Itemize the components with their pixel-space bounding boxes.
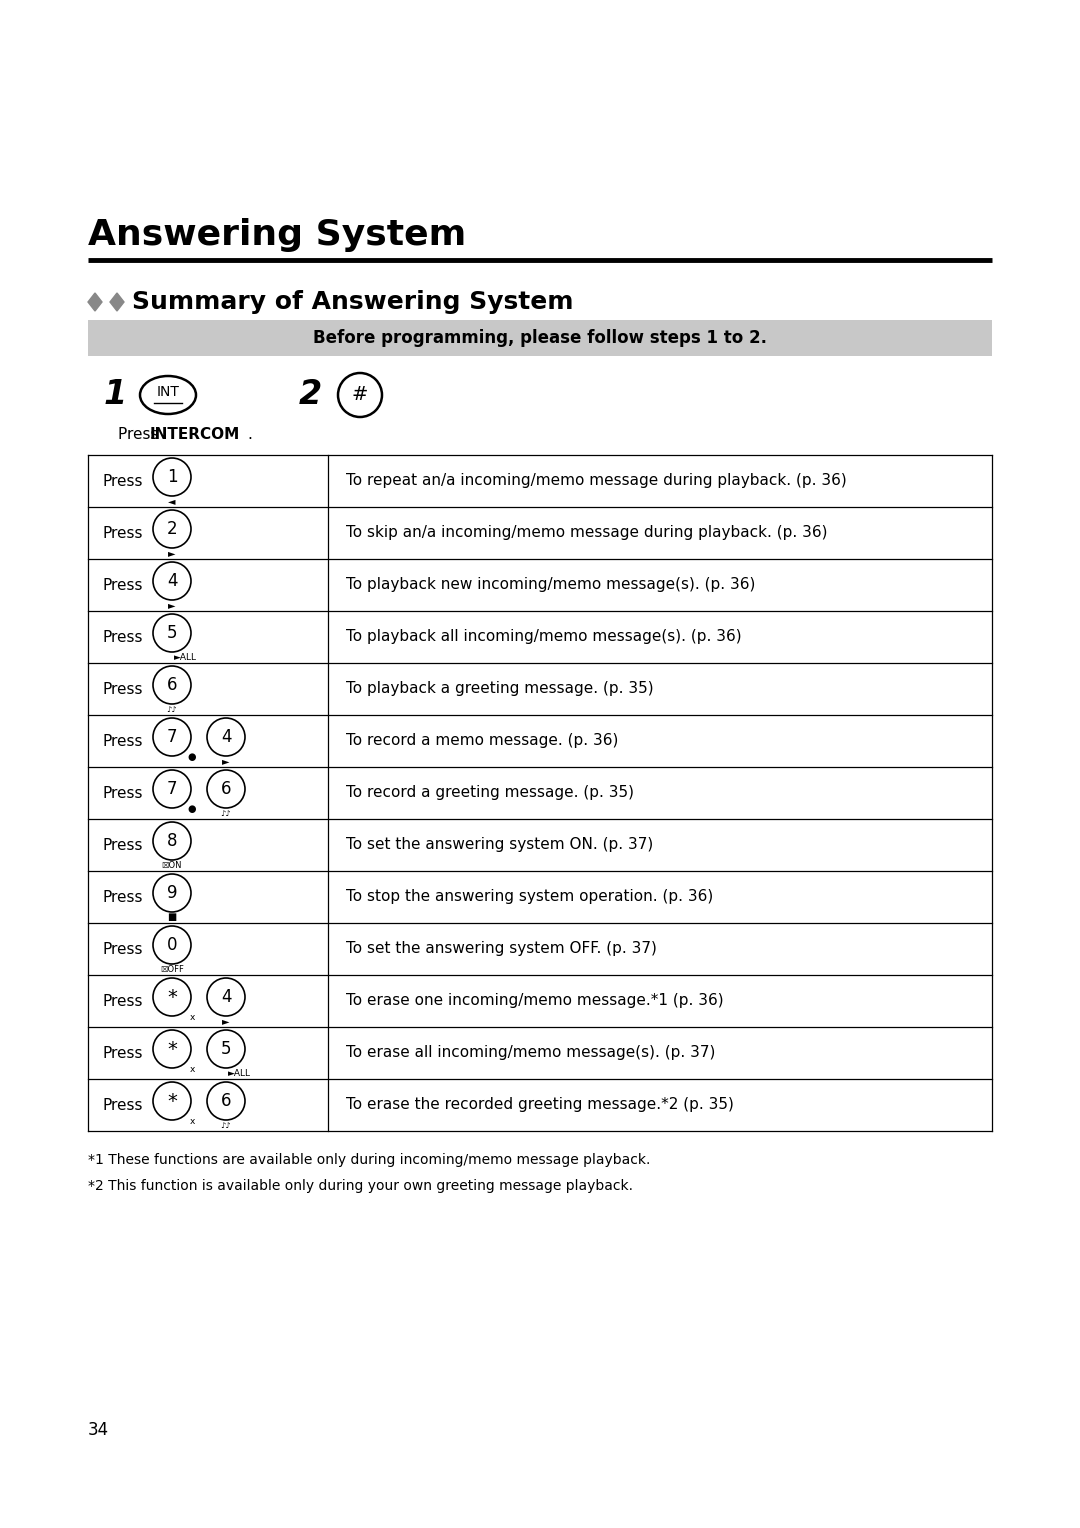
Text: Press: Press: [102, 526, 143, 541]
Text: #: #: [352, 385, 368, 405]
Text: x: x: [189, 1065, 194, 1074]
Text: To skip an/a incoming/memo message during playback. (p. 36): To skip an/a incoming/memo message durin…: [346, 526, 827, 541]
Text: ●: ●: [188, 752, 197, 762]
Text: To record a memo message. (p. 36): To record a memo message. (p. 36): [346, 733, 619, 749]
Text: *1 These functions are available only during incoming/memo message playback.: *1 These functions are available only du…: [87, 1154, 650, 1167]
Text: Answering System: Answering System: [87, 219, 467, 252]
Text: To erase all incoming/memo message(s). (p. 37): To erase all incoming/memo message(s). (…: [346, 1045, 715, 1060]
Text: 6: 6: [220, 779, 231, 798]
Text: 0: 0: [166, 937, 177, 953]
Text: 1: 1: [104, 379, 126, 411]
Text: 8: 8: [166, 833, 177, 850]
Text: INTERCOM: INTERCOM: [150, 426, 240, 442]
Text: To erase one incoming/memo message.*1 (p. 36): To erase one incoming/memo message.*1 (p…: [346, 993, 724, 1008]
Text: To erase the recorded greeting message.*2 (p. 35): To erase the recorded greeting message.*…: [346, 1097, 734, 1112]
Text: Press: Press: [102, 1045, 143, 1060]
Text: ◄: ◄: [168, 497, 176, 506]
Text: x: x: [189, 1117, 194, 1126]
Text: 2: 2: [298, 379, 322, 411]
Text: Press: Press: [102, 837, 143, 853]
Text: 9: 9: [166, 885, 177, 902]
Text: ►ALL: ►ALL: [174, 652, 197, 662]
Text: ☒ON: ☒ON: [162, 860, 183, 869]
Text: To repeat an/a incoming/memo message during playback. (p. 36): To repeat an/a incoming/memo message dur…: [346, 474, 847, 489]
Text: To playback new incoming/memo message(s). (p. 36): To playback new incoming/memo message(s)…: [346, 578, 755, 593]
Text: 7: 7: [166, 727, 177, 746]
Text: Before programming, please follow steps 1 to 2.: Before programming, please follow steps …: [313, 329, 767, 347]
Polygon shape: [110, 293, 124, 312]
Text: Press: Press: [102, 474, 143, 489]
Text: .: .: [247, 426, 252, 442]
Text: ■: ■: [167, 912, 177, 921]
Text: To playback all incoming/memo message(s). (p. 36): To playback all incoming/memo message(s)…: [346, 630, 742, 645]
Text: ►ALL: ►ALL: [228, 1068, 251, 1077]
Text: To set the answering system OFF. (p. 37): To set the answering system OFF. (p. 37): [346, 941, 657, 957]
Text: *: *: [167, 1039, 177, 1059]
Text: To record a greeting message. (p. 35): To record a greeting message. (p. 35): [346, 785, 634, 801]
Text: 4: 4: [220, 727, 231, 746]
Polygon shape: [87, 293, 102, 312]
FancyBboxPatch shape: [87, 319, 993, 356]
Text: Press: Press: [102, 941, 143, 957]
Text: x: x: [189, 1013, 194, 1022]
Text: Press: Press: [102, 578, 143, 593]
Text: INT: INT: [157, 385, 179, 399]
Text: 7: 7: [166, 779, 177, 798]
Text: Press: Press: [118, 426, 163, 442]
Text: Summary of Answering System: Summary of Answering System: [132, 290, 573, 313]
Text: 34: 34: [87, 1421, 109, 1439]
Text: 1: 1: [166, 468, 177, 486]
Text: ♪♪: ♪♪: [220, 808, 231, 817]
Text: *: *: [167, 1091, 177, 1111]
Text: *: *: [167, 987, 177, 1007]
Text: 5: 5: [220, 1041, 231, 1057]
Text: ►: ►: [168, 549, 176, 558]
Text: 2: 2: [166, 520, 177, 538]
Text: 6: 6: [166, 675, 177, 694]
Text: Press: Press: [102, 993, 143, 1008]
Text: 4: 4: [220, 989, 231, 1005]
Text: Press: Press: [102, 889, 143, 905]
Text: 4: 4: [166, 571, 177, 590]
Text: 5: 5: [166, 623, 177, 642]
Text: *2 This function is available only during your own greeting message playback.: *2 This function is available only durin…: [87, 1180, 633, 1193]
Text: ●: ●: [188, 804, 197, 814]
Text: Press: Press: [102, 1097, 143, 1112]
Text: Press: Press: [102, 733, 143, 749]
Text: ♪♪: ♪♪: [166, 704, 177, 714]
Text: ♪♪: ♪♪: [220, 1120, 231, 1129]
Text: ►: ►: [222, 756, 230, 766]
Text: ☒OFF: ☒OFF: [160, 964, 184, 973]
Text: To stop the answering system operation. (p. 36): To stop the answering system operation. …: [346, 889, 713, 905]
Text: ►: ►: [168, 601, 176, 610]
Text: Press: Press: [102, 785, 143, 801]
Text: Press: Press: [102, 630, 143, 645]
Text: 6: 6: [220, 1093, 231, 1109]
Text: ►: ►: [222, 1016, 230, 1025]
Text: To playback a greeting message. (p. 35): To playback a greeting message. (p. 35): [346, 681, 653, 697]
Text: To set the answering system ON. (p. 37): To set the answering system ON. (p. 37): [346, 837, 653, 853]
Text: Press: Press: [102, 681, 143, 697]
